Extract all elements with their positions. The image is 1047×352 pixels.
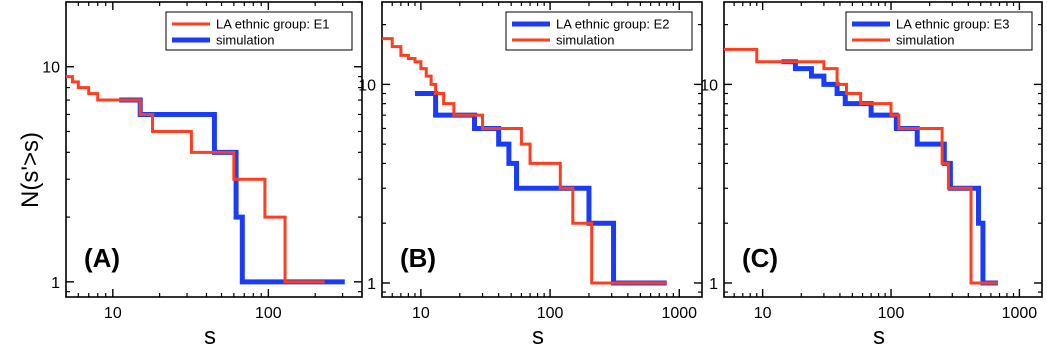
series-group [66, 75, 345, 285]
y-tick-label: 10 [42, 60, 60, 77]
y-tick-label: 1 [51, 275, 60, 292]
legend-label: LA ethnic group: E2 [556, 17, 669, 32]
legend-label: simulation [556, 33, 615, 48]
series-line-2 [724, 47, 998, 285]
legend-box [505, 11, 693, 51]
panel-label: (B) [400, 243, 436, 273]
x-tick-label: 10 [754, 305, 772, 322]
x-axis-title: s [204, 323, 216, 350]
panel-label: (A) [84, 243, 120, 273]
panel-a: 10 100 1 10 s (A) LA ethnic group: E1simulatio… [42, 1, 363, 350]
legend-label: LA ethnic group: E1 [216, 17, 329, 32]
plot-frame [65, 1, 363, 298]
panel-label: (C) [742, 243, 778, 273]
series-group [724, 47, 998, 286]
legend-label: LA ethnic group: E3 [896, 17, 1009, 32]
x-tick-label: 100 [537, 305, 564, 322]
panel-c: 10 100 1000 1 10 s (C) LA ethnic group: E3simul… [700, 1, 1043, 350]
x-tick-label: 1000 [661, 305, 697, 322]
x-axis-title: s [873, 323, 885, 350]
x-tick-label: 100 [255, 305, 282, 322]
series-line-2 [382, 37, 667, 285]
series-line-1 [414, 90, 667, 286]
series-group [382, 37, 667, 286]
x-axis-title: s [532, 323, 544, 350]
y-tick-label: 1 [367, 276, 376, 293]
y-tick-label: 10 [358, 77, 376, 94]
x-tick-label: 10 [412, 305, 430, 322]
legend-label: simulation [896, 33, 955, 48]
x-tick-label: 100 [878, 305, 905, 322]
y-tick-label: 1 [709, 276, 718, 293]
legend-label: simulation [216, 33, 275, 48]
panel-b: 10 100 1000 1 10 s (B) LA ethnic group: E2simul… [358, 1, 703, 350]
x-tick-label: 1000 [1002, 305, 1038, 322]
legend-box [845, 11, 1033, 51]
plot-frame [723, 1, 1043, 298]
legend-box [165, 11, 353, 51]
x-tick-label: 10 [104, 305, 122, 322]
series-line-1 [66, 75, 325, 284]
plot-frame [381, 1, 703, 298]
series-line-1 [781, 59, 998, 286]
y-axis-title: N(s'>s) [17, 132, 44, 208]
y-tick-label: 10 [700, 77, 718, 94]
